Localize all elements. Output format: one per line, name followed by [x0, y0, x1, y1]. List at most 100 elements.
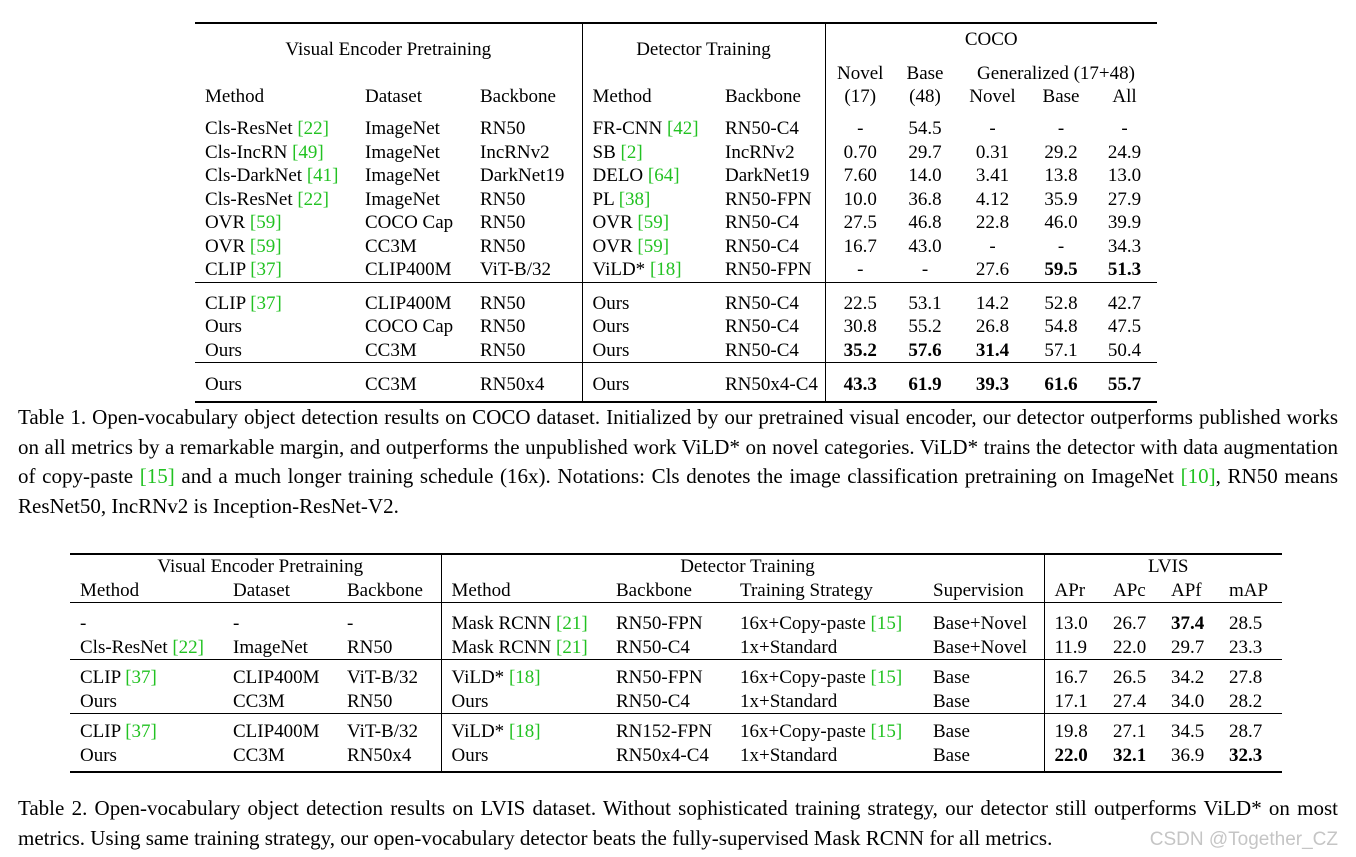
cell-det-backbone: RN50-FPN	[606, 659, 730, 690]
cell-det-method-citation[interactable]: [42]	[666, 118, 699, 139]
col2-dataset: Dataset	[233, 579, 290, 601]
cell-det-method-text: OVR	[592, 235, 638, 257]
cell-dataset: CLIP400M	[223, 659, 337, 690]
cell-det-method: Ours	[581, 362, 715, 402]
group2-detector-training: Detector Training	[440, 554, 1044, 579]
cell-method-citation[interactable]: [22]	[172, 636, 205, 658]
cell-det-method-citation[interactable]: [21]	[556, 636, 588, 658]
cell-n17: 35.2	[824, 338, 895, 363]
cell-backbone: -	[337, 602, 441, 636]
col-det-method: Method	[581, 85, 715, 109]
cell-method-citation[interactable]: [37]	[250, 292, 282, 314]
cell-det-method: DELO [64]	[581, 164, 715, 188]
table-row: Cls-ResNet [22] ImageNet RN50 FR-CNN [42] RN…	[195, 109, 1157, 141]
coco-results-table: Visual Encoder Pretraining Detector Trai…	[195, 22, 1157, 403]
cell-training-strategy-citation[interactable]: [15]	[870, 613, 903, 634]
cell-method-citation[interactable]: [59]	[249, 235, 282, 257]
cell-gn: 3.41	[975, 165, 1010, 186]
col2-apr: APr	[1043, 578, 1103, 603]
cell-gb: 13.8	[1044, 165, 1078, 186]
cell-backbone: RN50	[480, 212, 526, 233]
cell-map: 32.3	[1229, 744, 1263, 766]
cell-ga: 47.5	[1107, 316, 1142, 337]
col-gen-novel: Novel	[969, 86, 1016, 107]
cell-n17: 16.7	[824, 234, 895, 258]
cell-apf: 29.7	[1171, 636, 1205, 658]
cell-dataset: CC3M	[365, 235, 417, 257]
cell-method-citation[interactable]: [37]	[125, 667, 157, 688]
cell-ga: 27.9	[1107, 188, 1142, 210]
cell-method-citation[interactable]: [22]	[297, 118, 330, 139]
table-row: Ours COCO Cap RN50 Ours RN50-C4 30.8 55.2 26.8 5…	[195, 315, 1157, 339]
cell-det-method-citation[interactable]: [59]	[637, 235, 670, 257]
cell-method-text: Cls-IncRN	[205, 141, 293, 163]
cell-det-method: Ours	[581, 338, 715, 363]
cell-n17: 27.5	[824, 211, 895, 235]
cell-backbone: RN50x4	[347, 744, 412, 766]
table2-caption: Table 2. Open-vocabulary object detectio…	[18, 796, 1338, 850]
cell-method-citation[interactable]: [22]	[297, 188, 330, 210]
cell-dataset: COCO Cap	[365, 212, 454, 233]
cell-det-backbone: RN50-C4	[725, 316, 799, 337]
cell-det-method-text: SB	[592, 141, 621, 163]
cell-det-backbone: DarkNet19	[725, 165, 810, 186]
cell-dataset: ImageNet	[365, 118, 440, 139]
cell-det-method: Ours	[440, 689, 606, 714]
table-row: Cls-ResNet [22] ImageNet RN50 Mask RCNN [21…	[70, 635, 1282, 660]
cell-ga: 51.3	[1107, 259, 1142, 280]
cell-method-text: Ours	[205, 316, 242, 337]
cell-supervision: Base	[923, 713, 1044, 744]
cell-supervision: Base+Novel	[923, 602, 1044, 636]
cell-method: OVR [59]	[195, 211, 355, 235]
cell-det-method-citation[interactable]: [64]	[647, 165, 680, 186]
cell-method-citation[interactable]: [49]	[292, 141, 324, 163]
cell-training-strategy-text: 1x+Standard	[740, 744, 838, 766]
cell-training-strategy: 1x+Standard	[730, 690, 923, 714]
cell-det-method-citation[interactable]: [38]	[618, 188, 651, 210]
cell-training-strategy-citation[interactable]: [15]	[870, 667, 903, 688]
cell-method-citation[interactable]: [37]	[250, 259, 282, 280]
cell-map: 28.7	[1219, 713, 1282, 744]
cell-method-citation[interactable]: [41]	[306, 165, 339, 186]
cell-method: CLIP [37]	[70, 713, 223, 744]
table-row: OVR [59] COCO Cap RN50 OVR [59] RN50-C4 27.5 4…	[195, 211, 1157, 235]
caption1-ref-10[interactable]: [10]	[1180, 464, 1216, 488]
cell-ga: 13.0	[1107, 165, 1142, 186]
cell-ga: 24.9	[1107, 141, 1142, 163]
cell-training-strategy: 1x+Standard	[730, 636, 923, 660]
cell-n17: 43.3	[824, 362, 895, 402]
cell-gb: 52.8	[1030, 281, 1092, 315]
col-novel17-top: Novel	[824, 61, 895, 85]
cell-apc: 27.4	[1113, 690, 1147, 712]
cell-det-method-text: Ours	[451, 690, 489, 712]
cell-dataset: CLIP400M	[365, 259, 452, 280]
cell-det-method-citation[interactable]: [18]	[508, 721, 541, 742]
cell-apf: 34.2	[1161, 659, 1219, 690]
cell-method-citation[interactable]: [59]	[249, 212, 282, 233]
cell-method-citation[interactable]: [37]	[125, 721, 157, 742]
cell-b48: 36.8	[908, 188, 942, 210]
cell-backbone: RN50	[347, 636, 393, 658]
cell-method-text: Ours	[205, 339, 242, 361]
cell-det-method-text: OVR	[592, 212, 638, 233]
cell-det-method-citation[interactable]: [18]	[508, 667, 541, 688]
col-base48-sub: (48)	[909, 86, 941, 107]
cell-det-method-citation[interactable]: [21]	[556, 613, 588, 634]
cell-det-method-citation[interactable]: [2]	[620, 141, 643, 163]
cell-det-method-text: Ours	[592, 292, 630, 314]
cell-det-method-citation[interactable]: [18]	[649, 259, 682, 280]
cell-method-text: Ours	[205, 374, 242, 395]
cell-training-strategy: 16x+Copy-paste [15]	[730, 659, 923, 690]
cell-n17: 7.60	[824, 164, 895, 188]
cell-dataset: ImageNet	[365, 188, 440, 210]
cell-training-strategy-citation[interactable]: [15]	[870, 721, 903, 742]
cell-training-strategy-text: 1x+Standard	[740, 690, 838, 712]
cell-det-method-citation[interactable]: [59]	[637, 212, 670, 233]
cell-method-text: Cls-DarkNet	[205, 165, 307, 186]
caption1-text-c: , RN50 means ResNet50, IncRNv2 is Incept…	[18, 464, 1338, 518]
cell-gn: 39.3	[955, 362, 1030, 402]
cell-training-strategy: 1x+Standard	[730, 744, 923, 773]
cell-method: -	[70, 602, 223, 636]
caption1-ref-15[interactable]: [15]	[139, 464, 175, 488]
col-novel17-sub: (17)	[824, 85, 895, 109]
